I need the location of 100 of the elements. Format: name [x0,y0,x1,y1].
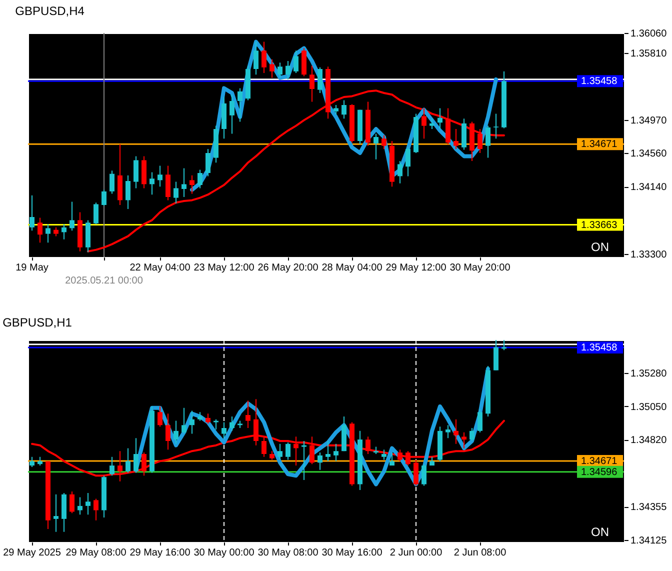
candlestick [302,440,306,480]
candlestick [286,442,290,460]
y-tick-label: 1.34140 [630,182,668,194]
candlestick [454,418,458,444]
candlestick [206,413,210,424]
candlestick [174,420,178,444]
candlestick [198,169,202,189]
y-tick-label: 1.35810 [630,48,668,60]
x-tick-label: 2 Jun 08:00 [454,548,507,558]
candlestick [206,148,210,177]
x-tick-label: 30 May 16:00 [322,548,383,558]
x-tick-label: 29 May 2025 [3,548,62,558]
candlestick [238,88,242,122]
candlestick [414,459,418,486]
candlestick [30,194,34,232]
text: ON [591,240,609,254]
candlestick [262,41,266,74]
candlestick [246,400,250,429]
candlestick [150,172,154,196]
candlestick [254,41,258,76]
candlestick [110,170,114,194]
ref-line-label: 1.34671 [581,139,618,150]
candlestick [102,189,106,206]
x-tick-label: 29 May 08:00 [66,548,127,558]
x-tick-label: 29 May 16:00 [130,548,191,558]
candlestick [366,436,370,454]
candlestick [478,408,482,433]
candlestick [318,66,322,94]
candlestick [398,449,402,462]
candlestick [230,94,234,134]
candlestick [30,456,34,468]
candlestick [454,128,458,150]
candlestick [334,443,338,462]
candlestick [502,340,506,351]
candlestick [470,428,474,442]
candlestick [310,65,314,102]
candlestick [134,438,138,474]
candlestick [78,496,82,516]
candlestick [158,165,162,188]
candlestick [334,104,338,116]
candlestick [126,174,130,210]
candlestick [222,422,226,439]
x-tick-label: 2 Jun 00:00 [390,548,443,558]
candlestick [158,406,162,428]
candlestick [494,340,498,371]
candlestick [326,440,330,462]
candlestick [294,50,298,74]
candlestick [278,443,282,460]
candlestick [174,181,178,204]
chart-title: GBPUSD,H4 [15,4,85,18]
candlestick [94,202,98,225]
candlestick [286,60,290,80]
candlestick [382,449,386,460]
x-tick-label: 30 May 20:00 [450,262,511,274]
candlestick [142,156,146,189]
candlestick [166,413,170,450]
candlestick [190,410,194,434]
candlestick [302,48,306,77]
ref-line-label: 1.34596 [581,466,618,478]
y-tick-label: 1.34125 [630,535,668,546]
candlestick [438,108,442,130]
candlestick [262,436,266,458]
y-tick-label: 1.34970 [630,116,668,127]
x-tick-label: 30 May 08:00 [258,548,319,558]
y-tick-label: 1.34355 [630,502,668,514]
ref-line-label: 1.35458 [581,342,618,354]
candlestick [230,416,234,432]
candlestick [70,201,74,232]
candlestick [446,108,450,145]
candlestick [478,128,482,154]
candlestick [382,134,386,150]
candlestick [110,456,114,476]
candlestick [398,160,402,184]
candlestick [182,407,186,434]
candlestick [94,498,98,521]
candlestick [462,118,466,150]
candlestick [310,436,314,465]
candlestick [166,165,170,201]
candlestick [38,217,42,244]
y-tick-label: 1.35050 [630,402,668,413]
candlestick [70,491,74,514]
candlestick [390,452,394,466]
x-tick-label: 28 May 04:00 [322,262,383,274]
x-tick-label: 2025.05.21 00:00 [65,276,144,286]
candlestick [494,113,498,140]
y-tick-label: 1.33300 [630,249,668,260]
y-tick-label: 1.36060 [630,28,668,40]
chart-title: GBPUSD,H1 [2,316,72,330]
candlestick [294,436,298,466]
candlestick [278,62,282,78]
text: ON [591,525,609,539]
candlestick [422,108,426,140]
candlestick [134,156,138,189]
candlestick [182,168,186,198]
candlestick [446,424,450,439]
candlestick [270,58,274,78]
candlestick [342,100,346,120]
x-tick-label: 29 May 12:00 [386,262,447,274]
x-tick-label: 26 May 20:00 [258,262,319,274]
candlestick [430,118,434,130]
